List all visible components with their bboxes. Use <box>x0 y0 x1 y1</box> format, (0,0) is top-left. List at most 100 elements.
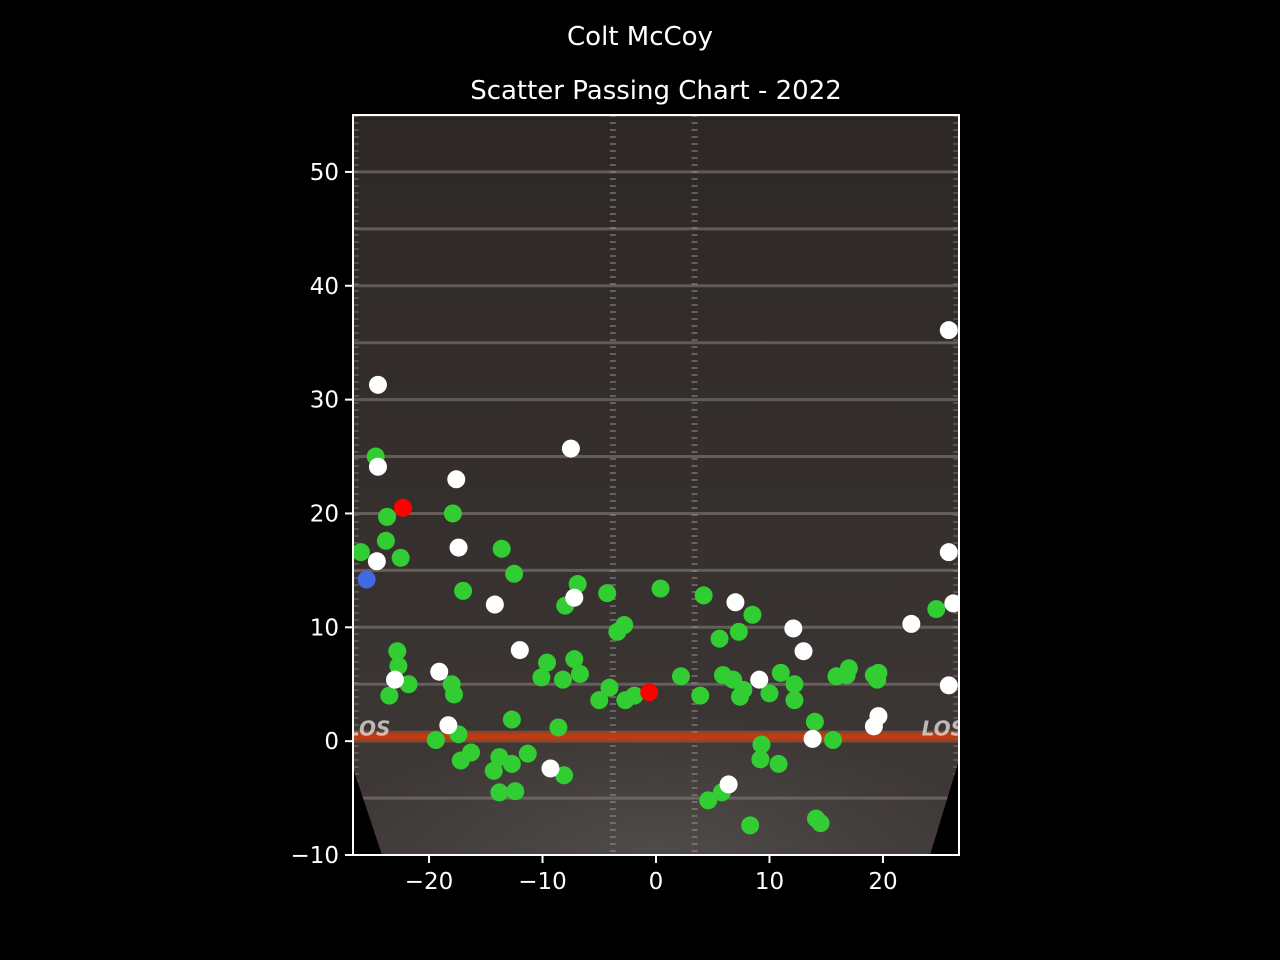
data-point-complete <box>710 629 729 648</box>
data-point-complete <box>927 600 946 619</box>
data-point-incomplete <box>726 593 745 612</box>
data-point-incomplete <box>447 470 466 489</box>
data-point-complete <box>824 731 843 750</box>
data-point-complete <box>538 653 557 672</box>
data-point-incomplete <box>869 707 888 726</box>
data-point-complete <box>752 735 771 754</box>
data-point-complete <box>492 539 511 558</box>
data-point-complete <box>389 657 408 676</box>
plot-area: LOS LOS <box>347 115 965 855</box>
data-point-complete <box>869 663 888 682</box>
data-point-incomplete <box>902 614 921 633</box>
data-point-complete <box>811 814 830 833</box>
y-tick-label: 30 <box>310 388 339 414</box>
data-point-complete <box>378 507 397 526</box>
y-tick-label: 40 <box>310 274 339 300</box>
data-point-complete <box>568 575 587 594</box>
data-point-complete <box>502 754 521 773</box>
data-point-incomplete <box>561 439 580 458</box>
data-point-interception <box>640 683 659 702</box>
data-point-complete <box>505 564 524 583</box>
data-point-interception <box>393 498 412 517</box>
data-point-complete <box>376 531 395 550</box>
y-tick-label: 0 <box>324 729 339 755</box>
data-point-complete <box>380 686 399 705</box>
y-tick-label: 20 <box>310 501 339 527</box>
data-point-complete <box>691 686 710 705</box>
data-point-complete <box>445 685 463 704</box>
data-point-complete <box>625 686 644 705</box>
field-left-corner-shadow <box>353 768 382 855</box>
data-point-complete <box>785 675 804 694</box>
data-point-complete <box>615 616 634 635</box>
data-point-complete <box>751 750 770 769</box>
y-tick-label: 50 <box>310 160 339 186</box>
data-point-incomplete <box>510 641 529 660</box>
data-point-complete <box>502 710 521 729</box>
data-point-complete <box>743 605 762 624</box>
data-point-complete <box>391 548 410 567</box>
data-point-complete <box>785 691 804 710</box>
data-point-complete <box>769 754 788 773</box>
data-point-incomplete <box>944 594 959 613</box>
data-point-complete <box>671 667 690 686</box>
data-point-touchdown <box>357 570 376 589</box>
data-point-complete <box>570 664 589 683</box>
data-point-complete <box>805 712 824 731</box>
data-point-incomplete <box>368 457 387 476</box>
data-point-complete <box>600 678 619 697</box>
data-point-incomplete <box>367 552 386 571</box>
data-point-incomplete <box>939 676 958 695</box>
data-point-complete <box>771 663 790 682</box>
los-label-right: LOS <box>922 717 965 741</box>
data-point-incomplete <box>750 670 769 689</box>
data-point-complete <box>553 670 572 689</box>
data-point-incomplete <box>794 642 813 661</box>
data-point-complete <box>454 581 473 600</box>
data-point-complete <box>741 816 760 835</box>
data-point-complete <box>598 584 617 603</box>
data-point-complete <box>729 622 748 641</box>
data-point-complete <box>590 691 609 710</box>
x-tick-label: 0 <box>649 869 664 895</box>
data-point-complete <box>388 642 407 661</box>
y-tick-label: −10 <box>290 843 339 869</box>
chart-title: Colt McCoy <box>567 22 713 52</box>
data-point-complete <box>699 791 718 810</box>
y-tick-label: 10 <box>310 615 339 641</box>
y-axis: −10 0 10 20 30 40 50 <box>290 160 353 869</box>
data-point-incomplete <box>449 538 468 557</box>
data-point-complete <box>651 579 670 598</box>
x-tick-label: 10 <box>755 869 784 895</box>
data-point-incomplete <box>430 662 449 681</box>
x-tick-label: −10 <box>518 869 567 895</box>
los-label-left: LOS <box>347 717 390 741</box>
data-point-incomplete <box>485 595 504 614</box>
data-point-complete <box>490 783 509 802</box>
data-point-incomplete <box>385 670 404 689</box>
x-axis: −20 −10 0 10 20 <box>405 855 898 895</box>
x-tick-label: 20 <box>868 869 897 895</box>
data-point-complete <box>532 668 551 687</box>
data-point-complete <box>353 543 370 562</box>
data-points <box>353 321 959 835</box>
data-point-incomplete <box>803 729 822 748</box>
data-point-incomplete <box>565 588 584 607</box>
data-point-complete <box>734 680 753 699</box>
field-hash-marks <box>353 115 959 855</box>
data-point-incomplete <box>784 619 803 638</box>
data-point-complete <box>694 586 713 605</box>
data-point-complete <box>549 718 568 737</box>
data-point-complete <box>555 766 574 785</box>
data-point-complete <box>399 675 418 694</box>
x-tick-label: −20 <box>405 869 454 895</box>
chart-subtitle: Scatter Passing Chart - 2022 <box>470 76 842 106</box>
data-point-incomplete <box>939 321 958 340</box>
data-point-complete <box>760 684 779 703</box>
data-point-incomplete <box>439 716 458 735</box>
field-right-corner-shadow <box>930 760 959 855</box>
data-point-incomplete <box>541 759 560 778</box>
data-point-incomplete <box>719 775 738 794</box>
data-point-complete <box>484 761 503 780</box>
